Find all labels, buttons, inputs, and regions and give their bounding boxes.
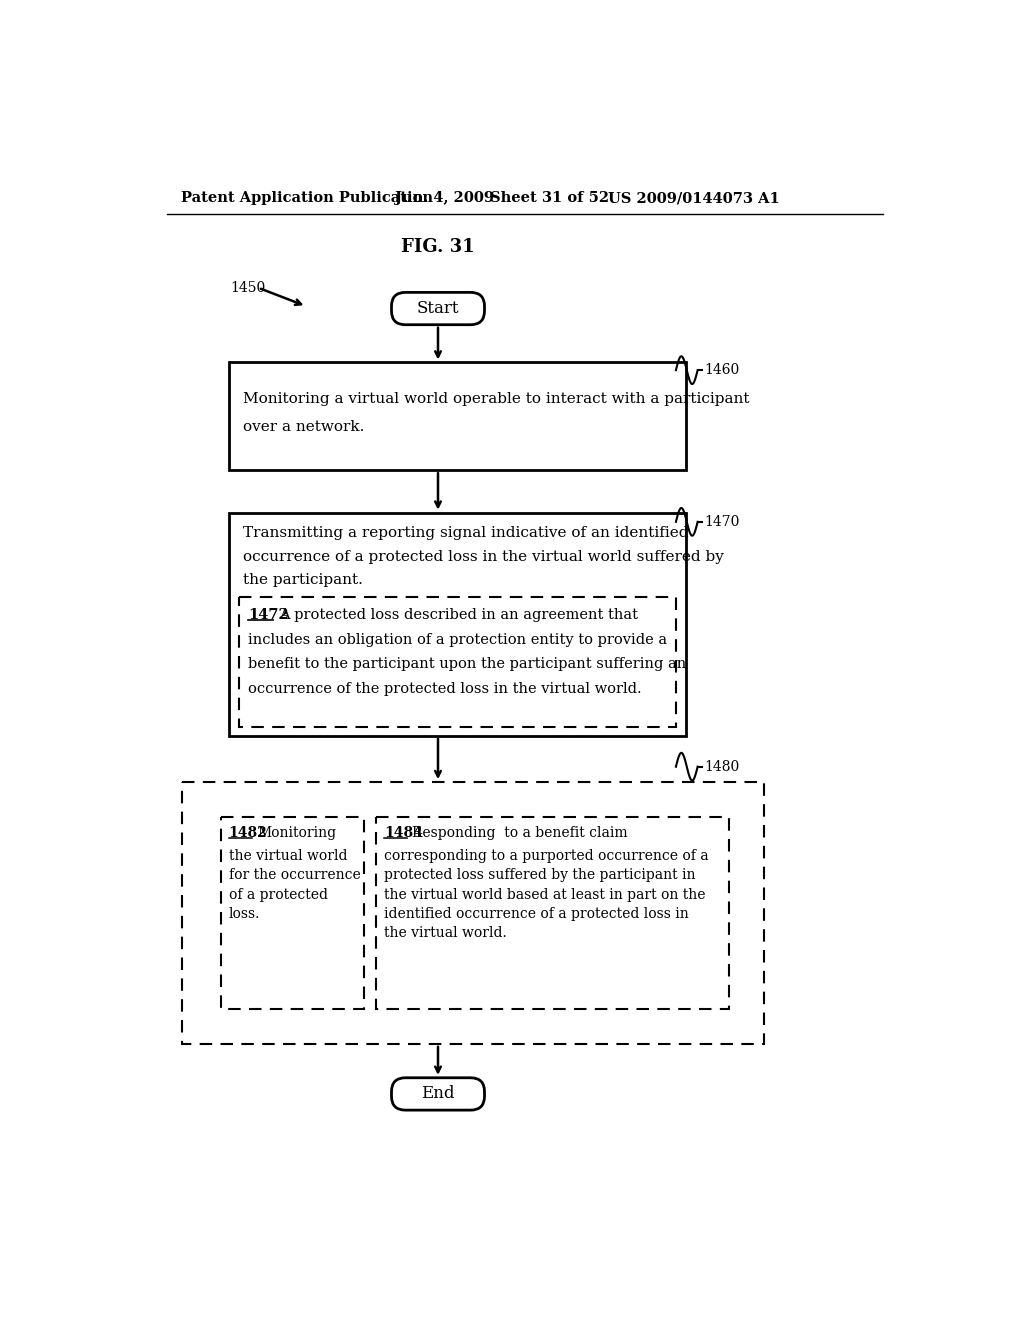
Bar <box>376 817 729 1010</box>
Text: the virtual world.: the virtual world. <box>384 927 507 940</box>
Text: 1480: 1480 <box>703 760 739 774</box>
Text: US 2009/0144073 A1: US 2009/0144073 A1 <box>608 191 780 206</box>
Text: identified occurrence of a protected loss in: identified occurrence of a protected los… <box>384 907 688 921</box>
Text: includes an obligation of a protection entity to provide a: includes an obligation of a protection e… <box>248 632 668 647</box>
Text: End: End <box>421 1085 455 1102</box>
Bar <box>228 512 686 737</box>
Text: Transmitting a reporting signal indicative of an identified: Transmitting a reporting signal indicati… <box>243 527 688 540</box>
Text: the virtual world: the virtual world <box>228 849 347 863</box>
Text: Monitoring a virtual world operable to interact with a participant: Monitoring a virtual world operable to i… <box>243 392 750 405</box>
Text: 1470: 1470 <box>703 515 739 529</box>
Text: 1460: 1460 <box>703 363 739 378</box>
Text: Responding  to a benefit claim: Responding to a benefit claim <box>413 826 628 840</box>
Text: occurrence of the protected loss in the virtual world.: occurrence of the protected loss in the … <box>248 682 642 696</box>
Text: Monitoring: Monitoring <box>257 826 337 840</box>
Bar <box>221 817 365 1010</box>
Bar <box>239 597 676 726</box>
Text: 1484: 1484 <box>384 826 423 840</box>
Text: Sheet 31 of 52: Sheet 31 of 52 <box>489 191 609 206</box>
Text: of a protected: of a protected <box>228 887 328 902</box>
FancyBboxPatch shape <box>391 293 484 325</box>
Text: Start: Start <box>417 300 459 317</box>
Text: 1482: 1482 <box>228 826 267 840</box>
Text: 1450: 1450 <box>230 281 265 294</box>
FancyBboxPatch shape <box>391 1077 484 1110</box>
Bar <box>228 363 686 470</box>
Text: the participant.: the participant. <box>243 573 362 586</box>
Text: A protected loss described in an agreement that: A protected loss described in an agreeme… <box>280 609 638 622</box>
Text: benefit to the participant upon the participant suffering an: benefit to the participant upon the part… <box>248 657 686 672</box>
Text: 1472: 1472 <box>248 609 289 622</box>
Text: loss.: loss. <box>228 907 260 921</box>
Bar <box>182 781 764 1044</box>
Text: occurrence of a protected loss in the virtual world suffered by: occurrence of a protected loss in the vi… <box>243 549 724 564</box>
Text: over a network.: over a network. <box>243 420 365 434</box>
Text: for the occurrence: for the occurrence <box>228 869 360 882</box>
Text: corresponding to a purported occurrence of a: corresponding to a purported occurrence … <box>384 849 709 863</box>
Text: the virtual world based at least in part on the: the virtual world based at least in part… <box>384 887 706 902</box>
Text: FIG. 31: FIG. 31 <box>401 238 475 256</box>
Text: protected loss suffered by the participant in: protected loss suffered by the participa… <box>384 869 695 882</box>
Text: Patent Application Publication: Patent Application Publication <box>180 191 433 206</box>
Text: Jun. 4, 2009: Jun. 4, 2009 <box>395 191 495 206</box>
